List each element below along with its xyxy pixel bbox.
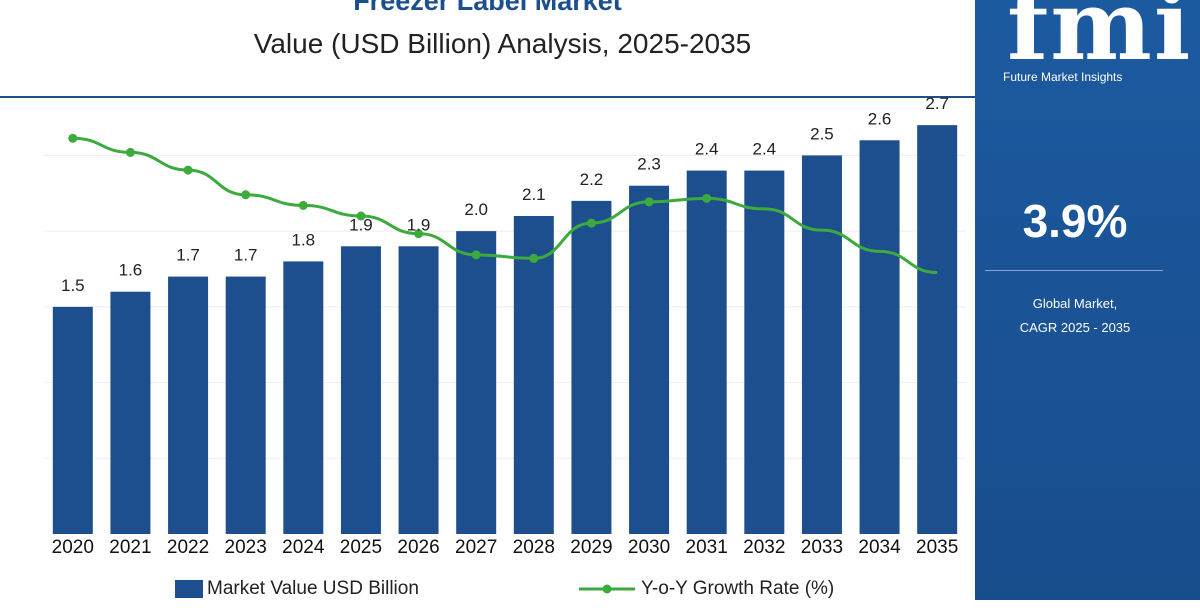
panel-divider bbox=[985, 270, 1163, 271]
legend-bar-swatch bbox=[175, 580, 203, 598]
growth-line-series bbox=[68, 133, 938, 275]
bar-label-2032: 2.4 bbox=[752, 140, 776, 159]
bar-2033 bbox=[801, 155, 842, 534]
bar-2022 bbox=[168, 276, 209, 534]
bar-label-2023: 1.7 bbox=[234, 246, 258, 265]
cagr-label: Global Market, CAGR 2025 - 2035 bbox=[975, 292, 1175, 340]
bar-label-2029: 2.2 bbox=[580, 170, 604, 189]
bar-label-2033: 2.5 bbox=[810, 124, 834, 143]
bar-label-2025: 1.9 bbox=[349, 215, 373, 234]
bar-2024 bbox=[283, 261, 324, 534]
x-tick-2032: 2032 bbox=[743, 537, 785, 558]
bar-series bbox=[52, 125, 958, 535]
cagr-label-line2: CAGR 2025 - 2035 bbox=[1019, 320, 1131, 335]
title-divider bbox=[0, 96, 975, 98]
cagr-value: 3.9% bbox=[1022, 195, 1128, 247]
bar-2026 bbox=[398, 246, 439, 535]
legend-line-label: Y-o-Y Growth Rate (%) bbox=[641, 578, 835, 599]
growth-point-2022 bbox=[183, 165, 193, 175]
bar-value-labels: 1.5 1.6 1.7 1.7 1.8 1.9 1.9 2.0 2.1 2.2 2.3 2.4 2.4 2… bbox=[61, 94, 949, 295]
x-tick-2031: 2031 bbox=[686, 537, 728, 558]
logo-text: Future Market Insights bbox=[1003, 70, 1123, 84]
growth-point-2021 bbox=[125, 147, 135, 157]
side-panel: fmi Future Market Insights 3.9% Global M… bbox=[975, 0, 1200, 600]
bar-label-2031: 2.4 bbox=[695, 140, 719, 159]
bar-2034 bbox=[859, 140, 900, 535]
bar-label-2034: 2.6 bbox=[868, 109, 892, 128]
cagr-label-line1: Global Market, bbox=[1032, 296, 1118, 311]
bar-label-2024: 1.8 bbox=[291, 230, 315, 249]
x-tick-2029: 2029 bbox=[570, 537, 612, 558]
fmi-logo: fmi bbox=[1007, 0, 1193, 82]
bar-2032 bbox=[744, 170, 785, 535]
bar-2023 bbox=[225, 276, 266, 534]
x-axis-ticks: 2020 2021 2022 2023 2024 2025 2026 2027 2028 2029… bbox=[52, 537, 959, 558]
chart-title: Freezer Label Market bbox=[353, 0, 622, 16]
x-tick-2034: 2034 bbox=[858, 537, 901, 558]
bar-label-2022: 1.7 bbox=[176, 246, 200, 265]
bar-2027 bbox=[456, 231, 497, 534]
growth-point-2028 bbox=[529, 253, 539, 263]
legend-line-swatch bbox=[579, 584, 635, 594]
x-tick-2025: 2025 bbox=[340, 537, 382, 558]
bar-label-2028: 2.1 bbox=[522, 185, 546, 204]
x-tick-2030: 2030 bbox=[628, 537, 670, 558]
growth-line bbox=[72, 136, 938, 275]
bar-2030 bbox=[629, 185, 670, 534]
x-tick-2026: 2026 bbox=[397, 537, 439, 558]
bar-label-2021: 1.6 bbox=[119, 261, 143, 280]
bar-label-2027: 2.0 bbox=[464, 200, 488, 219]
chart-legend: Market Value USD Billion Y-o-Y Growth Ra… bbox=[175, 578, 975, 608]
bar-2035 bbox=[917, 125, 958, 535]
x-tick-2028: 2028 bbox=[513, 537, 555, 558]
bar-label-2035: 2.7 bbox=[925, 94, 949, 113]
bar-2021 bbox=[110, 291, 151, 534]
bar-2028 bbox=[513, 216, 554, 534]
x-tick-2020: 2020 bbox=[52, 537, 94, 558]
x-tick-2033: 2033 bbox=[801, 537, 843, 558]
growth-point-2026 bbox=[414, 229, 424, 239]
bar-2029 bbox=[571, 200, 612, 534]
bar-label-2026: 1.9 bbox=[407, 215, 431, 234]
x-tick-2024: 2024 bbox=[282, 537, 325, 558]
bar-2025 bbox=[340, 246, 381, 535]
growth-point-2027 bbox=[471, 250, 481, 260]
legend-bar-label: Market Value USD Billion bbox=[207, 578, 419, 599]
x-tick-2023: 2023 bbox=[225, 537, 267, 558]
growth-point-2030 bbox=[644, 197, 654, 207]
growth-point-2024 bbox=[298, 200, 308, 210]
legend-item-bar: Market Value USD Billion bbox=[175, 578, 419, 600]
legend-item-line: Y-o-Y Growth Rate (%) bbox=[577, 578, 834, 600]
x-tick-2022: 2022 bbox=[167, 537, 209, 558]
growth-point-2020 bbox=[68, 133, 78, 143]
x-tick-2021: 2021 bbox=[109, 537, 151, 558]
bar-2020 bbox=[52, 306, 93, 534]
bar-2031 bbox=[686, 170, 727, 535]
x-tick-2035: 2035 bbox=[916, 537, 958, 558]
x-tick-2027: 2027 bbox=[455, 537, 497, 558]
growth-point-2029 bbox=[586, 218, 596, 228]
bar-label-2020: 1.5 bbox=[61, 276, 85, 295]
chart-subtitle: Value (USD Billion) Analysis, 2025-2035 bbox=[253, 28, 752, 59]
growth-point-2025 bbox=[356, 211, 366, 221]
bar-label-2030: 2.3 bbox=[637, 155, 661, 174]
growth-point-2023 bbox=[241, 190, 251, 200]
market-chart: 1.5 1.6 1.7 1.7 1.8 1.9 1.9 2.0 2.1 2.2 2.3 2.4 2.4 2… bbox=[44, 94, 966, 558]
growth-point-2031 bbox=[702, 193, 712, 203]
